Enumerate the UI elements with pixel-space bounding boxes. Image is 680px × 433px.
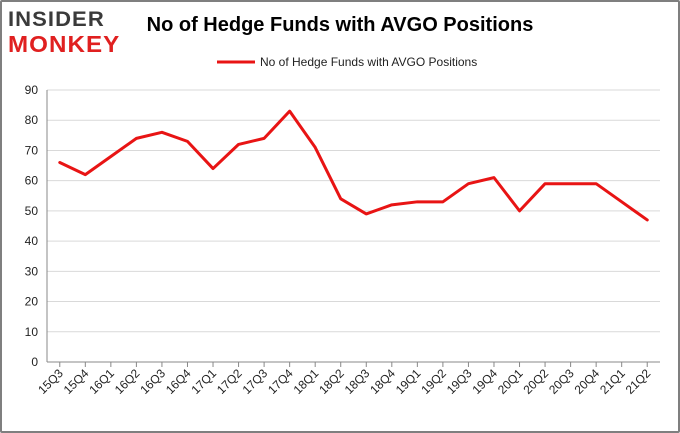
x-tick-label: 20Q4 bbox=[572, 366, 603, 397]
x-tick-label: 19Q3 bbox=[444, 366, 475, 397]
x-tick-label: 16Q2 bbox=[112, 366, 143, 397]
legend: No of Hedge Funds with AVGO Positions bbox=[217, 55, 477, 69]
y-tick-label: 10 bbox=[25, 325, 39, 339]
x-axis-ticks: 15Q315Q416Q116Q216Q316Q417Q117Q217Q317Q4… bbox=[35, 362, 654, 397]
y-tick-label: 30 bbox=[25, 264, 39, 278]
y-axis-ticks: 0 10 20 30 40 50 60 70 80 90 bbox=[25, 83, 39, 369]
logo-line-monkey: MONKEY bbox=[8, 31, 121, 57]
x-tick-label: 18Q4 bbox=[367, 366, 398, 397]
x-tick-label: 18Q2 bbox=[316, 366, 347, 397]
series-lines bbox=[58, 109, 649, 222]
x-tick-label: 18Q3 bbox=[342, 366, 373, 397]
x-tick-label: 17Q4 bbox=[265, 366, 296, 397]
x-tick-label: 16Q3 bbox=[137, 366, 168, 397]
logo-line-insider: INSIDER bbox=[8, 8, 105, 31]
y-tick-label: 90 bbox=[25, 83, 39, 97]
x-tick-label: 16Q4 bbox=[163, 366, 194, 397]
x-tick-label: 16Q1 bbox=[86, 366, 117, 397]
y-tick-label: 80 bbox=[25, 113, 39, 127]
y-tick-label: 70 bbox=[25, 143, 39, 157]
x-tick-label: 19Q4 bbox=[469, 366, 500, 397]
series-line bbox=[58, 109, 649, 222]
x-tick-label: 15Q4 bbox=[61, 366, 92, 397]
x-tick-label: 19Q1 bbox=[393, 366, 424, 397]
insider-monkey-logo: INSIDER MONKEY bbox=[8, 8, 126, 57]
x-tick-label: 18Q1 bbox=[291, 366, 322, 397]
x-tick-label: 19Q2 bbox=[418, 366, 449, 397]
axes bbox=[46, 90, 660, 363]
x-tick-label: 17Q1 bbox=[188, 366, 219, 397]
x-tick-label: 21Q2 bbox=[623, 366, 654, 397]
y-tick-label: 40 bbox=[25, 234, 39, 248]
y-tick-label: 50 bbox=[25, 204, 39, 218]
x-tick-label: 21Q1 bbox=[597, 366, 628, 397]
gridlines bbox=[47, 89, 660, 363]
y-tick-label: 20 bbox=[25, 295, 39, 309]
x-tick-label: 20Q3 bbox=[546, 366, 577, 397]
x-tick-label: 20Q2 bbox=[521, 366, 552, 397]
x-tick-label: 20Q1 bbox=[495, 366, 526, 397]
chart-title: No of Hedge Funds with AVGO Positions bbox=[146, 14, 534, 36]
y-tick-label: 60 bbox=[25, 174, 39, 188]
x-tick-label: 15Q3 bbox=[35, 366, 66, 397]
x-tick-label: 17Q2 bbox=[214, 366, 245, 397]
x-tick-label: 17Q3 bbox=[240, 366, 271, 397]
legend-label: No of Hedge Funds with AVGO Positions bbox=[260, 55, 477, 69]
y-tick-label: 0 bbox=[31, 355, 38, 369]
